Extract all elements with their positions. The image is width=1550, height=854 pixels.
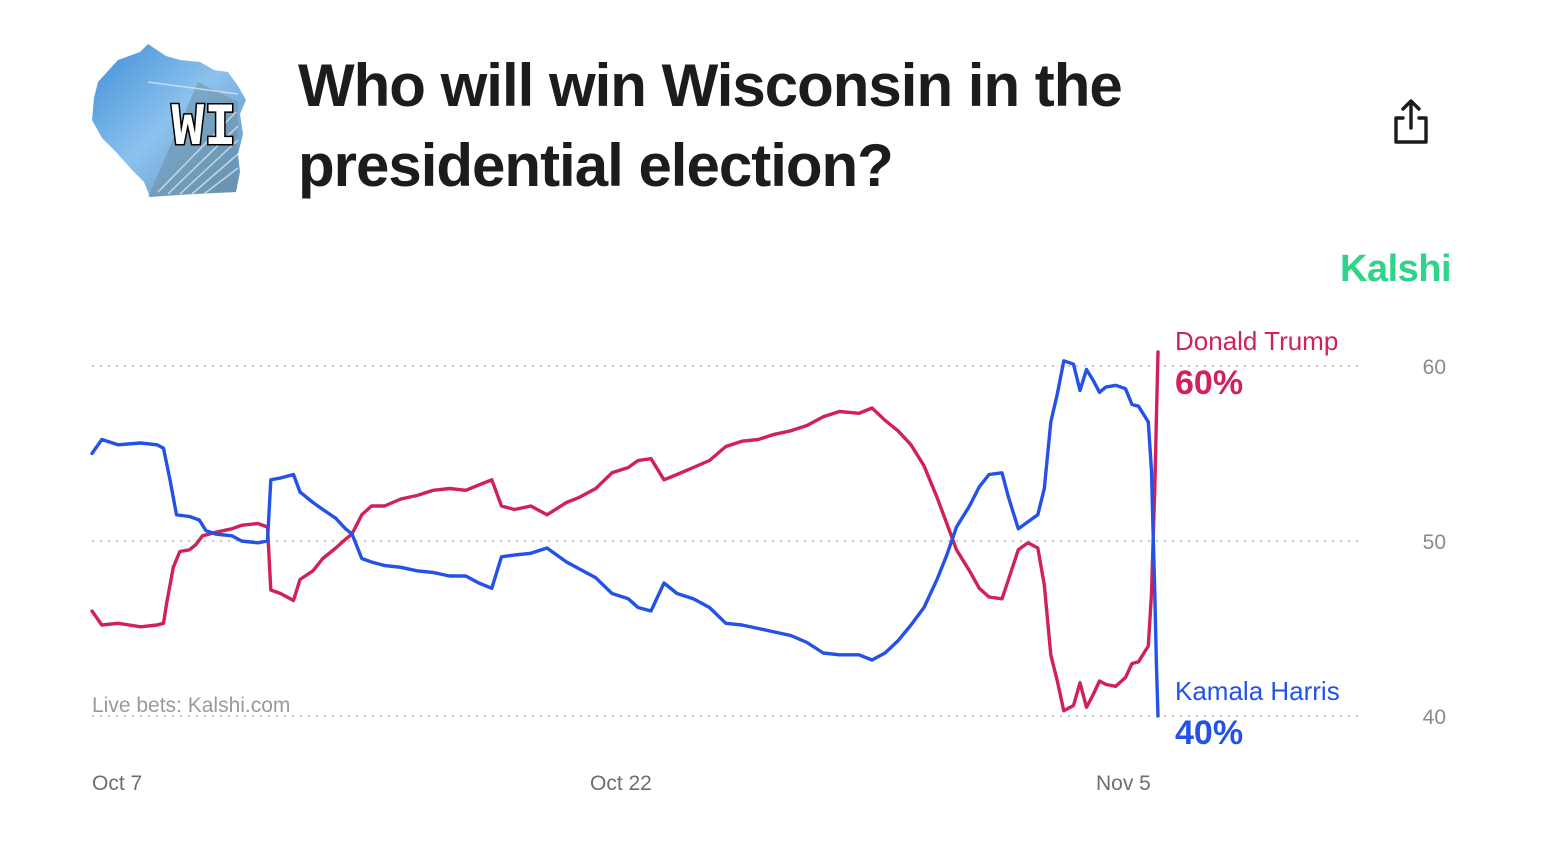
source-note: Live bets: Kalshi.com — [92, 694, 290, 717]
chart: 60 50 40 Oct 7 Oct 22 Nov 5 Live bets: Kalsh… — [90, 350, 1446, 795]
wi-logo-text: WI — [171, 94, 236, 157]
series-line-kamala-harris — [90, 359, 1160, 718]
x-tick-oct-22: Oct 22 — [590, 772, 652, 795]
wisconsin-state-logo: WI — [92, 44, 246, 197]
series-lines — [90, 350, 1160, 718]
y-axis-ticks: 60 50 40 — [1423, 356, 1446, 729]
kalshi-brand-logo: Kalshi — [1340, 248, 1452, 290]
page-title: Who will win Wisconsin in the presidenti… — [298, 52, 1123, 199]
share-icon[interactable] — [1390, 96, 1432, 148]
y-tick-50: 50 — [1423, 531, 1446, 554]
trump-percentage: 60% — [1175, 364, 1244, 402]
harris-label: Kamala Harris — [1175, 676, 1340, 706]
x-tick-nov-5: Nov 5 — [1096, 772, 1151, 795]
series-line-donald-trump — [90, 350, 1160, 713]
grid-lines — [92, 365, 1362, 717]
x-axis-ticks: Oct 7 Oct 22 Nov 5 — [92, 772, 1151, 795]
harris-percentage: 40% — [1175, 714, 1244, 752]
y-tick-40: 40 — [1423, 706, 1446, 729]
y-tick-60: 60 — [1423, 356, 1446, 379]
trump-label: Donald Trump — [1175, 326, 1339, 356]
x-tick-oct-7: Oct 7 — [92, 772, 142, 795]
